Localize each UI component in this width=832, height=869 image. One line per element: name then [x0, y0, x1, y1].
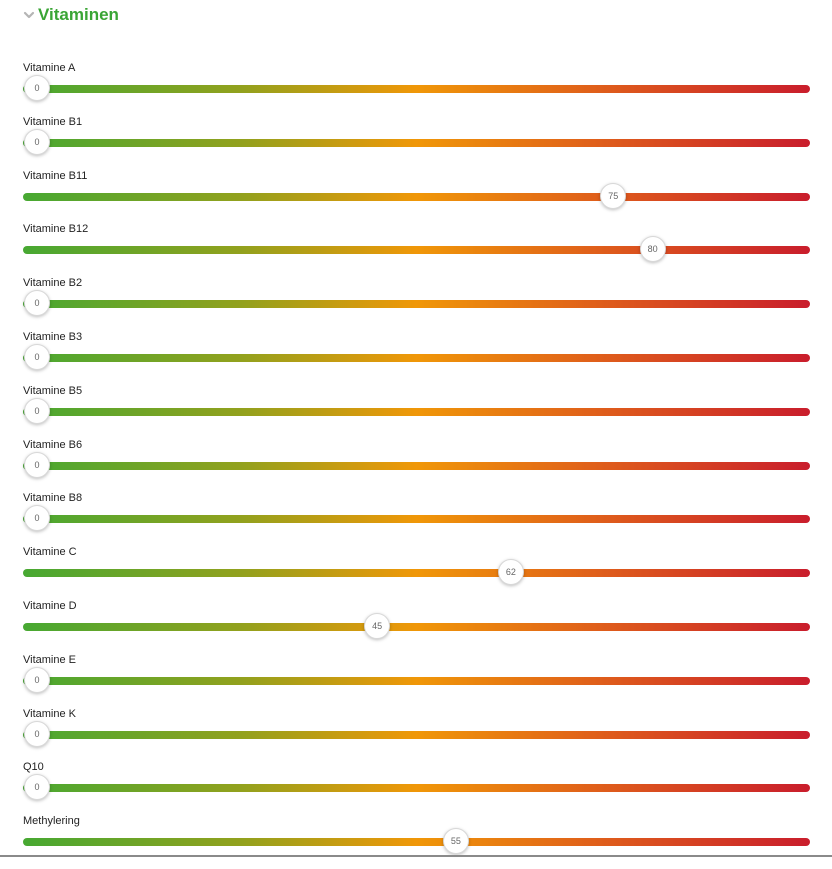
- slider-label: Vitamine B3: [23, 331, 83, 343]
- slider-track[interactable]: [23, 569, 810, 577]
- slider-row: Vitamine C 62: [23, 546, 810, 600]
- slider-label: Vitamine D: [23, 600, 77, 612]
- slider-label: Vitamine B6: [23, 439, 83, 451]
- slider-row: Vitamine B6 0: [23, 439, 810, 493]
- slider-row: Vitamine B12 80: [23, 223, 810, 277]
- bottom-divider: [0, 855, 832, 857]
- slider-label: Q10: [23, 761, 44, 773]
- section-title: Vitaminen: [38, 5, 119, 24]
- slider-handle[interactable]: 62: [497, 559, 524, 585]
- slider-handle[interactable]: 75: [600, 183, 627, 209]
- slider-row: Q10 0: [23, 761, 810, 815]
- slider-handle[interactable]: 80: [639, 236, 666, 262]
- slider-track[interactable]: [23, 300, 810, 308]
- slider-handle[interactable]: 0: [24, 290, 50, 316]
- slider-handle[interactable]: 0: [24, 75, 50, 101]
- slider-label: Vitamine E: [23, 654, 76, 666]
- slider-row: Vitamine B8 0: [23, 492, 810, 546]
- section-header-vitaminen[interactable]: Vitaminen: [22, 4, 119, 26]
- slider-track[interactable]: [23, 354, 810, 362]
- slider-label: Vitamine C: [23, 546, 77, 558]
- slider-label: Methylering: [23, 815, 80, 827]
- slider-handle[interactable]: 0: [24, 452, 50, 478]
- chevron-down-icon: [23, 11, 35, 19]
- slider-handle[interactable]: 55: [442, 828, 469, 854]
- slider-handle[interactable]: 0: [24, 129, 50, 155]
- slider-handle[interactable]: 0: [24, 774, 50, 800]
- slider-handle[interactable]: 0: [24, 667, 50, 693]
- slider-label: Vitamine B8: [23, 492, 83, 504]
- slider-row: Vitamine B5 0: [23, 385, 810, 439]
- slider-row: Methylering 55: [23, 815, 810, 869]
- slider-handle[interactable]: 0: [24, 344, 50, 370]
- slider-handle[interactable]: 0: [24, 721, 50, 747]
- slider-label: Vitamine B2: [23, 277, 83, 289]
- slider-handle[interactable]: 0: [24, 398, 50, 424]
- slider-label: Vitamine B1: [23, 116, 83, 128]
- slider-label: Vitamine A: [23, 62, 76, 74]
- slider-track[interactable]: [23, 515, 810, 523]
- slider-row: Vitamine D 45: [23, 600, 810, 654]
- slider-track[interactable]: [23, 85, 810, 93]
- slider-track[interactable]: [23, 246, 810, 254]
- slider-track[interactable]: [23, 193, 810, 201]
- slider-label: Vitamine K: [23, 708, 76, 720]
- slider-track[interactable]: [23, 623, 810, 631]
- slider-handle[interactable]: 0: [24, 505, 50, 531]
- slider-row: Vitamine B3 0: [23, 331, 810, 385]
- slider-label: Vitamine B12: [23, 223, 89, 235]
- slider-handle[interactable]: 45: [364, 613, 391, 639]
- slider-track[interactable]: [23, 408, 810, 416]
- slider-track[interactable]: [23, 731, 810, 739]
- slider-track[interactable]: [23, 784, 810, 792]
- slider-track[interactable]: [23, 139, 810, 147]
- slider-row: Vitamine B2 0: [23, 277, 810, 331]
- slider-row: Vitamine B11 75: [23, 170, 810, 224]
- slider-row: Vitamine B1 0: [23, 116, 810, 170]
- slider-label: Vitamine B11: [23, 170, 88, 182]
- slider-track[interactable]: [23, 677, 810, 685]
- slider-label: Vitamine B5: [23, 385, 83, 397]
- slider-track[interactable]: [23, 462, 810, 470]
- slider-track[interactable]: [23, 838, 810, 846]
